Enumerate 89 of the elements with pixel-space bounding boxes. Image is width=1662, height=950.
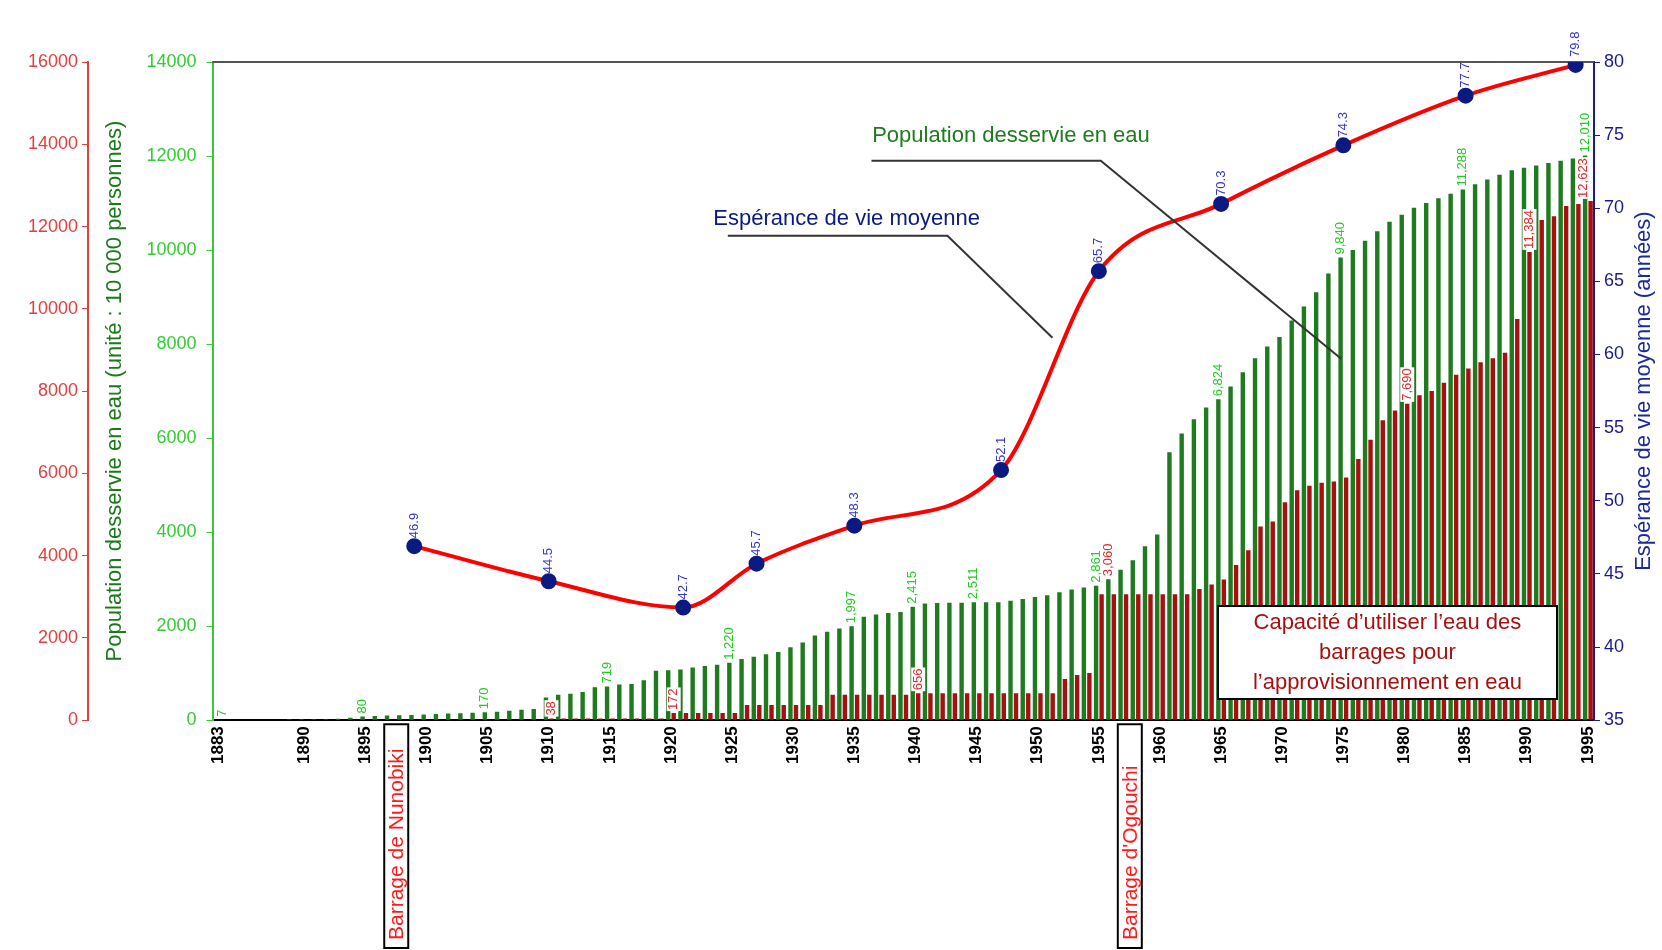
x-tick-label: 1950 <box>1027 726 1047 765</box>
x-tick-label: 1995 <box>1577 726 1597 765</box>
y-tick-label: 14000 <box>146 50 197 71</box>
data-label: 46.9 <box>405 512 421 539</box>
data-label: 6,824 <box>1209 363 1225 397</box>
x-tick-label: 1990 <box>1516 726 1536 765</box>
x-tick-label: 1930 <box>782 726 802 765</box>
y3-tick-label: 10000 <box>27 297 79 318</box>
data-label: 45.7 <box>748 530 764 556</box>
y-tick-label: 8000 <box>156 333 197 354</box>
y2-tick-label: 45 <box>1603 562 1625 583</box>
y2-tick-label: 40 <box>1603 636 1625 657</box>
x-tick-label: 1980 <box>1394 726 1414 765</box>
y2-tick-label: 60 <box>1603 343 1625 364</box>
data-label: 11,288 <box>1454 147 1470 187</box>
data-label: 12,623 <box>1575 158 1591 198</box>
x-tick-label: 1960 <box>1149 726 1169 765</box>
data-label: 2,415 <box>904 571 920 604</box>
data-label: 38 <box>543 701 559 716</box>
y3-tick-label: 14000 <box>27 133 79 154</box>
x-tick-label: 1925 <box>721 726 741 765</box>
y3-tick-label: 12000 <box>27 215 79 236</box>
data-label: 44.5 <box>540 547 556 574</box>
data-label: 656 <box>909 668 925 691</box>
data-label: 1,220 <box>720 627 736 660</box>
x-tick-label: 1940 <box>905 726 925 765</box>
data-label: 9,840 <box>1332 222 1348 255</box>
y2-tick-label: 80 <box>1603 50 1625 71</box>
x-tick-label: 1910 <box>538 726 558 765</box>
data-label: 7,690 <box>1398 368 1414 401</box>
x-tick-label: 1920 <box>660 726 680 765</box>
y-axis-title: Population desservie en eau (unité : 10 000 personnes) <box>101 120 127 662</box>
y-tick-label: 6000 <box>156 427 197 448</box>
y3-tick-label: 16000 <box>27 50 79 71</box>
data-label: 48.3 <box>845 492 861 518</box>
text: Population desservie en eau <box>872 122 1150 148</box>
x-tick-label: 1945 <box>966 726 986 765</box>
y3-tick-label: 2000 <box>38 626 79 647</box>
y-tick-label: 12000 <box>146 144 197 165</box>
text: Barrage d'Ogouchi <box>1117 765 1141 940</box>
data-label: 65.7 <box>1090 237 1106 264</box>
data-label: 11,384 <box>1521 210 1537 249</box>
text: Espérance de vie moyenne <box>713 204 980 230</box>
y2-tick-label: 75 <box>1603 124 1625 145</box>
x-tick-label: 1975 <box>1333 726 1353 765</box>
x-tick-label: 1935 <box>844 726 864 765</box>
x-tick-label: 1900 <box>416 726 436 765</box>
x-tick-label: 1890 <box>293 726 313 765</box>
data-label: 172 <box>665 688 681 711</box>
data-label: 42.7 <box>674 574 690 600</box>
y3-tick-label: 6000 <box>38 462 79 483</box>
data-label: 3,060 <box>1100 543 1116 577</box>
data-label: 77.7 <box>1457 62 1473 88</box>
text: Barrage de Nunobiki <box>384 748 408 940</box>
y2-tick-label: 35 <box>1603 709 1625 730</box>
y2-tick-label: 55 <box>1603 416 1625 437</box>
x-tick-label: 1883 <box>208 726 228 765</box>
y3-tick-label: 4000 <box>38 544 79 565</box>
series-label: Capacité d’utiliser l’eau des barrages pour l’approvisionnement en eau <box>1251 608 1523 697</box>
data-label: 74.3 <box>1334 112 1350 138</box>
data-label: 2,511 <box>965 567 981 600</box>
data-label: 80 <box>354 698 370 714</box>
y3-tick-label: 8000 <box>38 380 79 401</box>
data-label: 719 <box>598 661 614 684</box>
y2-tick-label: 65 <box>1603 270 1625 291</box>
data-label: 70.3 <box>1212 170 1228 196</box>
y-tick-label: 4000 <box>156 521 197 542</box>
x-tick-label: 1895 <box>355 726 375 765</box>
data-label: 2,861 <box>1087 550 1103 583</box>
data-label: 79.8 <box>1567 31 1583 57</box>
y2-tick-label: 50 <box>1603 489 1625 510</box>
y2-axis-title: Espérance de vie moyenne (années) <box>1630 211 1656 571</box>
callout-box: Capacité d’utiliser l’eau des barrages pour l’approvisionnement en eau <box>1216 605 1559 700</box>
x-tick-label: 1905 <box>477 726 497 765</box>
y3-tick-label: 0 <box>68 709 79 730</box>
y-tick-label: 10000 <box>146 239 197 260</box>
x-tick-label: 1970 <box>1271 726 1291 765</box>
x-tick-label: 1965 <box>1210 726 1230 765</box>
x-tick-label: 1985 <box>1455 726 1475 765</box>
data-label: 1,997 <box>843 590 859 624</box>
y-tick-label: 2000 <box>156 615 197 636</box>
data-label: 12,010 <box>1576 112 1592 153</box>
x-tick-label: 1915 <box>599 726 619 765</box>
data-label: 7 <box>214 709 230 717</box>
y2-tick-label: 70 <box>1603 197 1625 218</box>
y-tick-label: 0 <box>186 709 197 730</box>
x-tick-label: 1955 <box>1088 726 1108 765</box>
data-label: 52.1 <box>992 436 1008 463</box>
data-label: 170 <box>476 687 492 710</box>
